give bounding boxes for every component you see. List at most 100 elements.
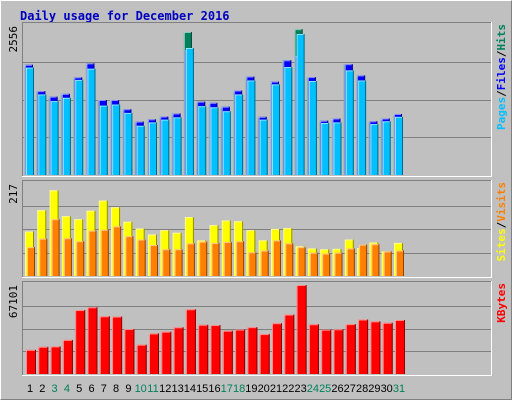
visits-bar [100, 229, 109, 276]
visits-bar [309, 252, 318, 276]
visits-bar [199, 241, 208, 276]
pages-bar [222, 111, 231, 175]
kbytes-bar [308, 324, 319, 374]
pages-bar [149, 122, 157, 175]
kbytes-bar [358, 319, 369, 374]
pages-bar [112, 104, 121, 175]
pages-bar [136, 125, 145, 175]
visits-bar [346, 248, 355, 276]
day-label: 22 [282, 383, 294, 395]
chart-title: Daily usage for December 2016 [20, 9, 230, 23]
day-label: 4 [64, 383, 70, 395]
kbytes-bar [284, 314, 295, 374]
kbytes-bar [99, 316, 110, 374]
day-label: 14 [184, 383, 196, 395]
visits-bar [396, 250, 404, 276]
top-legend-item: Hits [495, 24, 508, 51]
top-legend: Pages/Files/Hits [495, 24, 508, 130]
day-label: 21 [270, 383, 282, 395]
visits-bar [211, 242, 220, 276]
pages-bar [173, 117, 182, 175]
day-label: 8 [113, 383, 119, 395]
middle-legend: Sites/Visits [495, 182, 508, 262]
visits-bar [174, 249, 183, 276]
pages-bar [308, 81, 317, 175]
visits-bar [27, 247, 35, 276]
day-label: 11 [147, 383, 158, 395]
pages-bar [124, 112, 133, 175]
kbytes-bar [149, 333, 159, 374]
pages-bar [26, 67, 34, 175]
pages-bar [75, 79, 84, 175]
kbytes-bar [259, 334, 270, 374]
pages-bar [395, 116, 403, 175]
visits-bar [273, 240, 281, 276]
kbytes-bar [370, 321, 381, 374]
top-legend-item: / [495, 90, 508, 97]
visits-bar [125, 236, 134, 276]
day-label: 6 [88, 383, 94, 395]
kbytes-bar [395, 320, 405, 374]
pages-bar [259, 119, 268, 175]
kbytes-bar [112, 316, 123, 374]
day-label: 20 [258, 383, 270, 395]
pages-bar [185, 48, 194, 176]
day-label: 2 [39, 383, 45, 395]
kbytes-bar [382, 322, 393, 374]
visits-bar [334, 252, 343, 276]
pages-bar [370, 124, 379, 175]
top-legend-item: Pages [495, 97, 508, 130]
kbytes-bar [124, 329, 135, 374]
visits-bar [383, 251, 392, 276]
pages-bar [161, 119, 170, 175]
day-label: 15 [196, 383, 208, 395]
kbytes-bar [345, 324, 356, 374]
visits-bar [359, 244, 368, 276]
day-label: 16 [208, 383, 220, 395]
kbytes-bar [185, 309, 196, 374]
pages-bar [321, 122, 330, 175]
pages-bar [247, 80, 256, 175]
pages-bar [358, 80, 367, 175]
kbytes-bar [173, 327, 184, 374]
visits-bar [186, 243, 195, 276]
kbytes-bar [26, 349, 36, 374]
visits-bar [248, 252, 257, 276]
pages-bar [284, 67, 293, 175]
pages-bar [87, 68, 96, 175]
middle-max-label: 217 [7, 184, 20, 204]
bottom-legend-item: KBytes [495, 283, 508, 323]
top-legend-item: Files [495, 57, 508, 90]
pages-bar [333, 122, 342, 175]
pages-bar [272, 84, 280, 175]
kbytes-bar [222, 330, 233, 374]
kbytes-bar [38, 346, 49, 374]
kbytes-bar [333, 329, 344, 374]
day-label: 5 [76, 383, 82, 395]
pages-bar [345, 70, 354, 175]
day-label: 26 [331, 383, 343, 395]
day-label: 31 [393, 383, 405, 395]
pages-bar [296, 34, 305, 175]
day-label: 30 [381, 383, 393, 395]
pages-bar [235, 94, 244, 175]
top-max-label: 2556 [7, 26, 20, 53]
kbytes-bar [198, 324, 209, 374]
day-label: 12 [159, 383, 171, 395]
day-label: 23 [294, 383, 306, 395]
day-label: 25 [319, 383, 331, 395]
visits-bar [76, 241, 85, 276]
visits-bar [236, 241, 245, 276]
pages-bar [198, 106, 207, 175]
visits-bar [39, 238, 48, 276]
day-label: 24 [307, 383, 319, 395]
visits-bar [223, 242, 232, 276]
pages-bar [382, 121, 391, 175]
day-label: 28 [356, 383, 368, 395]
visits-bar [51, 219, 60, 276]
middle-legend-item: / [495, 221, 508, 228]
kbytes-bar [296, 285, 307, 374]
day-label: 27 [344, 383, 356, 395]
visits-bar [63, 238, 72, 276]
